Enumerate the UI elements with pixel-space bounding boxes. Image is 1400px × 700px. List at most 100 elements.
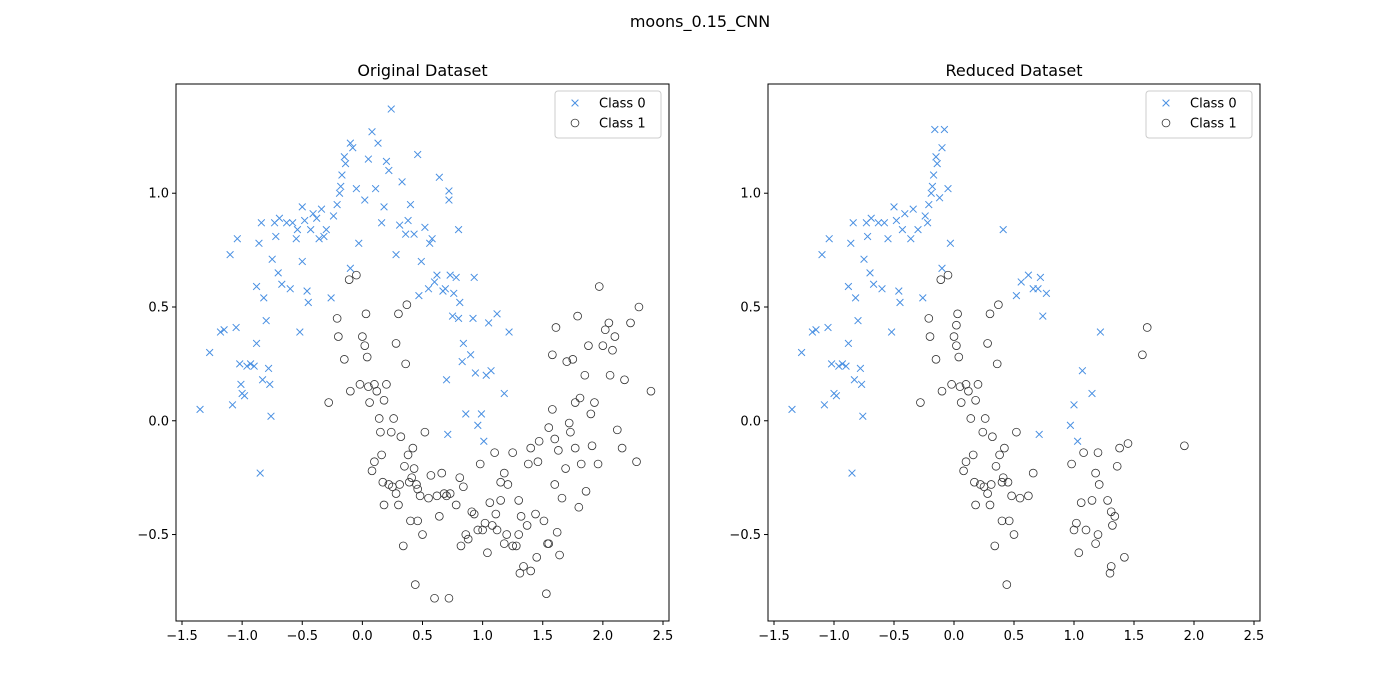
class-0-point (443, 430, 452, 439)
class-1-point (404, 477, 414, 487)
class-1-point (952, 320, 961, 330)
class-0-point (264, 364, 273, 373)
legend-class-1-marker (570, 118, 580, 128)
class-0-point (377, 219, 386, 227)
class-0-point (260, 294, 268, 302)
class-0-point (867, 214, 875, 223)
class-1-point (632, 457, 641, 467)
class-1-point (424, 493, 433, 503)
reduced-xtick-label: −1.0 (818, 629, 850, 644)
class-1-point (378, 477, 388, 487)
class-1-point (931, 355, 941, 364)
class-1-point (561, 464, 570, 473)
class-0-point (425, 239, 434, 248)
class-0-point (459, 339, 468, 348)
class-1-point (409, 464, 419, 473)
class-0-point (415, 291, 423, 300)
legend-class-0-marker (1162, 99, 1170, 107)
class-0-point (226, 250, 234, 259)
class-1-point (952, 341, 961, 350)
class-0-point (851, 294, 860, 302)
class-0-point (237, 380, 245, 389)
class-0-point (859, 412, 867, 420)
class-0-point (395, 221, 404, 229)
class-1-point (955, 382, 965, 391)
class-0-point (346, 264, 355, 273)
class-0-point (272, 232, 280, 241)
class-1-point (334, 332, 343, 341)
class-1-point (983, 339, 992, 348)
class-0-point (196, 405, 204, 414)
class-1-point (365, 398, 374, 407)
class-0-point (946, 239, 955, 248)
class-1-point (1093, 530, 1103, 539)
class-0-point (820, 401, 829, 409)
class-1-point (400, 461, 409, 471)
original-ytick-label: 1.0 (148, 187, 169, 202)
class-0-point (931, 125, 939, 134)
class-0-point (1066, 421, 1075, 430)
class-1-point (584, 341, 593, 350)
class-0-point (907, 234, 915, 243)
class-0-point (333, 200, 341, 209)
class-0-point (317, 205, 326, 213)
class-1-point (954, 352, 964, 362)
class-0-point (216, 328, 225, 336)
class-1-point (570, 443, 580, 453)
class-1-point (594, 282, 604, 291)
class-1-point (367, 466, 377, 476)
class-0-point (448, 312, 457, 320)
class-0-point (835, 362, 843, 370)
class-0-point (298, 257, 307, 266)
class-0-point (1070, 401, 1078, 409)
class-0-point (288, 219, 297, 227)
class-0-point (827, 360, 836, 368)
class-1-point (590, 398, 599, 407)
class-1-point (389, 414, 398, 423)
class-1-point (544, 423, 554, 432)
class-1-point (973, 380, 983, 389)
class-0-point (921, 212, 929, 220)
class-1-point (554, 446, 563, 455)
class-0-point (505, 328, 513, 336)
class-0-point (275, 214, 284, 223)
class-0-point (300, 216, 309, 225)
class-1-point (937, 386, 947, 396)
class-0-point (413, 150, 422, 159)
class-1-point (1142, 323, 1152, 332)
legend-class-1-marker (1161, 118, 1171, 128)
class-1-point (532, 552, 542, 562)
class-1-point (473, 525, 483, 535)
class-0-point (1035, 430, 1043, 439)
class-0-point (808, 328, 817, 336)
class-0-point (847, 239, 855, 248)
class-1-point (1094, 480, 1104, 489)
class-1-point (1015, 493, 1025, 503)
class-0-point (454, 314, 463, 323)
class-1-point (994, 300, 1003, 310)
class-0-point (304, 298, 313, 307)
class-0-point (309, 209, 317, 218)
class-1-point (496, 496, 505, 505)
class-1-point (1103, 496, 1112, 505)
class-1-point (508, 541, 517, 551)
class-0-point (320, 232, 328, 241)
class-0-point (874, 219, 883, 227)
reduced-plot-area (767, 83, 1261, 622)
class-0-point (825, 234, 833, 243)
class-1-point (430, 593, 439, 603)
class-1-point (426, 471, 436, 480)
class-1-point (1123, 439, 1133, 448)
class-0-point (240, 391, 249, 400)
class-0-point (848, 469, 856, 477)
class-0-point (296, 328, 304, 336)
class-1-point (451, 500, 461, 510)
class-0-point (364, 155, 373, 163)
class-1-point (600, 325, 610, 335)
class-0-point (832, 391, 841, 400)
original-xtick-label: 0.5 (412, 629, 433, 644)
class-1-point (1007, 491, 1016, 501)
reduced-series-class-1 (916, 270, 1189, 589)
class-0-point (257, 219, 266, 227)
class-1-point (978, 427, 988, 437)
